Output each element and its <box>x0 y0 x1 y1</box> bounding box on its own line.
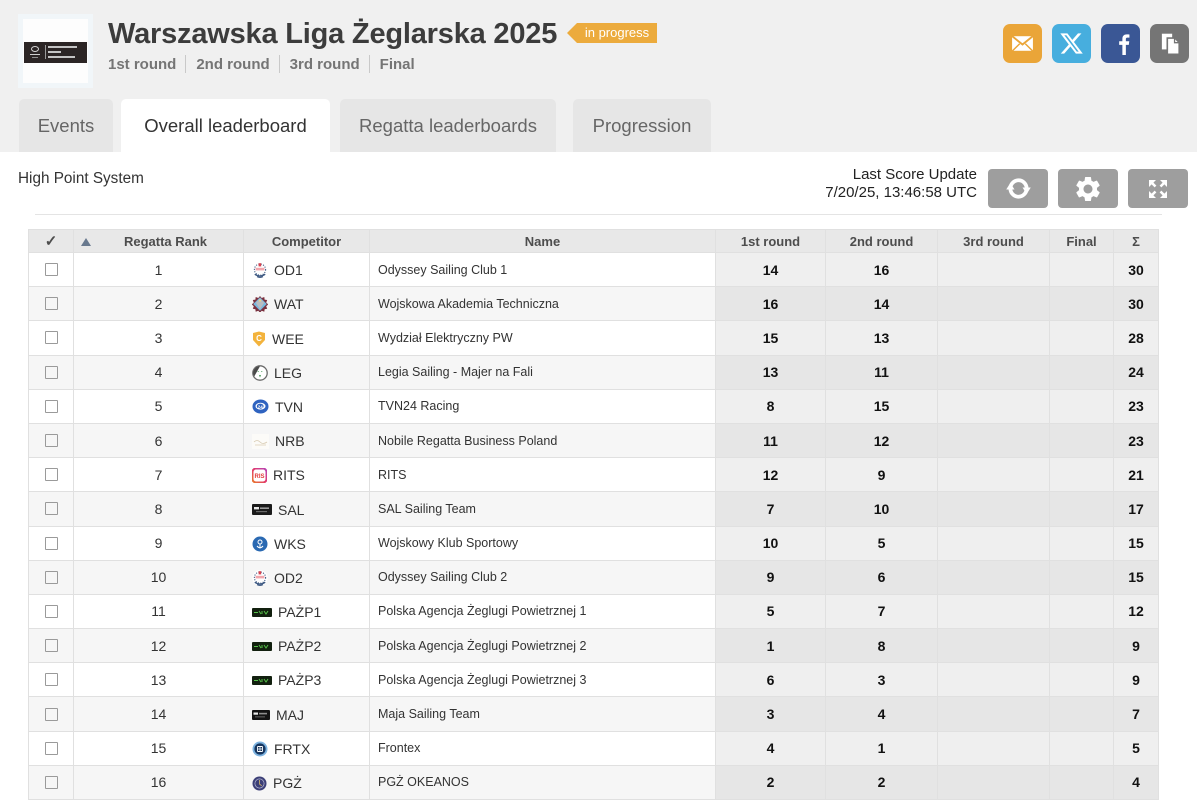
svg-text:24: 24 <box>258 405 264 410</box>
svg-text:C: C <box>256 334 262 343</box>
svg-text:RIS: RIS <box>254 474 264 480</box>
